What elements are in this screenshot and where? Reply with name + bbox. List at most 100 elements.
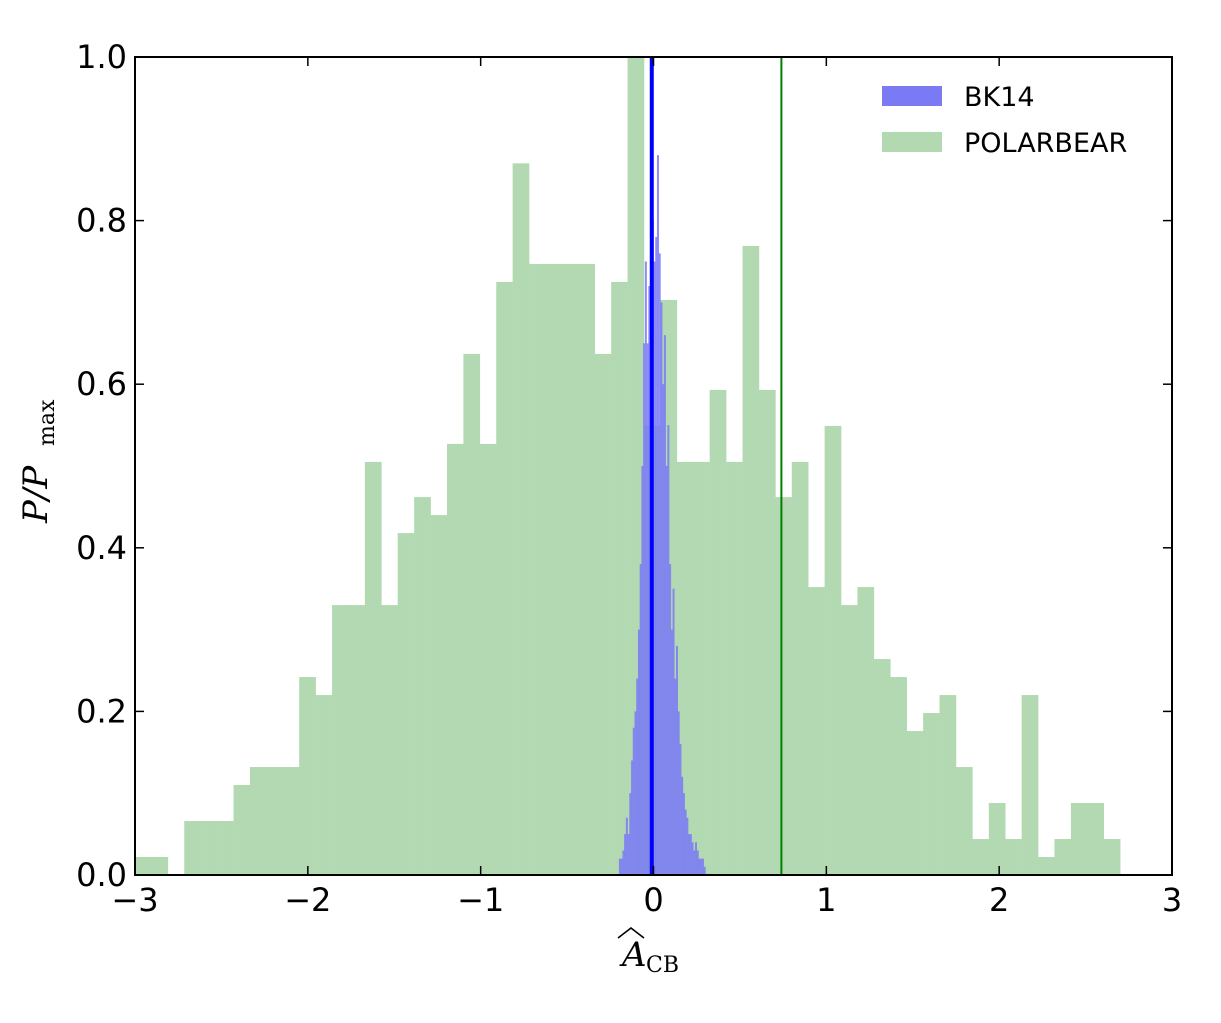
bar-polarbear: [496, 281, 513, 875]
bar-bk14: [646, 343, 649, 875]
bar-polarbear: [266, 767, 284, 875]
x-tick-label: 0: [643, 881, 663, 919]
bar-polarbear: [315, 695, 333, 875]
x-axis-label-main: A: [619, 935, 647, 975]
bar-polarbear: [1103, 839, 1121, 875]
bar-bk14: [625, 817, 628, 875]
bar-bk14: [703, 866, 706, 875]
bar-bk14: [658, 253, 661, 875]
bar-polarbear: [709, 389, 727, 875]
bar-bk14: [675, 645, 678, 875]
bar-polarbear: [561, 263, 579, 875]
y-tick-label: 0.4: [76, 529, 127, 567]
reference-lines: [649, 57, 783, 875]
bar-bk14: [665, 466, 668, 875]
y-tick-label: 0.8: [76, 202, 127, 240]
x-tick-label: −2: [284, 881, 331, 919]
legend-swatch-bk14: [882, 86, 942, 106]
y-axis-label-main: P/P: [16, 465, 56, 524]
bar-bk14: [624, 834, 627, 875]
bar-bk14: [656, 155, 659, 875]
bar-bk14: [672, 588, 675, 875]
legend-label-polarbear: POLARBEAR: [964, 128, 1127, 159]
bar-polarbear: [808, 587, 825, 875]
bar-polarbear: [446, 443, 464, 875]
bar-bk14: [631, 760, 634, 875]
bar-polarbear: [693, 461, 710, 875]
bar-bk14: [662, 384, 665, 875]
bar-polarbear: [479, 443, 497, 875]
bar-bk14: [669, 564, 672, 875]
bar-bk14: [700, 858, 703, 875]
bar-polarbear: [463, 353, 481, 875]
x-axis-label-subscript: CB: [646, 953, 679, 978]
bar-polarbear: [381, 605, 399, 875]
y-tick-label: 0.2: [76, 692, 127, 730]
y-axis-label-subscript: max: [35, 399, 60, 446]
bar-polarbear: [939, 695, 957, 875]
bar-bk14: [636, 678, 639, 875]
x-axis-label-hat: [617, 926, 645, 939]
bar-polarbear: [1005, 839, 1022, 875]
bar-bk14: [641, 466, 644, 875]
bar-polarbear: [282, 767, 300, 875]
bar-bk14: [679, 744, 682, 875]
x-tick-label: −1: [457, 881, 504, 919]
bar-bk14: [689, 834, 692, 875]
x-axis-label: A CB: [617, 926, 679, 978]
legend-label-bk14: BK14: [964, 82, 1035, 113]
bar-polarbear: [594, 353, 612, 875]
bar-bk14: [618, 858, 621, 875]
bar-polarbear: [988, 803, 1006, 875]
bar-bk14: [655, 236, 658, 875]
bar-polarbear: [430, 515, 448, 875]
bar-bk14: [643, 343, 646, 875]
bar-bk14: [653, 261, 656, 875]
bar-polarbear: [972, 839, 990, 875]
bar-bk14: [632, 727, 635, 875]
x-tick-label: 2: [989, 881, 1009, 919]
bar-polarbear: [758, 389, 776, 875]
bar-bk14: [629, 793, 632, 875]
y-tick-label: 0.0: [76, 856, 127, 894]
y-tick-label: 1.0: [76, 38, 127, 76]
bar-polarbear: [726, 461, 743, 875]
bar-polarbear: [578, 263, 596, 875]
bar-bk14: [674, 678, 677, 875]
bar-bk14: [693, 850, 696, 875]
bar-polarbear: [529, 263, 546, 875]
bar-bk14: [677, 711, 680, 875]
bar-polarbear: [299, 677, 316, 875]
bar-bk14: [622, 850, 625, 875]
bar-bk14: [660, 302, 663, 875]
bar-polarbear: [1038, 857, 1055, 875]
bar-polarbear: [364, 461, 382, 875]
x-tick-label: −3: [111, 881, 158, 919]
bar-bk14: [698, 858, 701, 875]
bar-polarbear: [1087, 803, 1105, 875]
bar-polarbear: [890, 677, 907, 875]
bar-bk14: [663, 335, 666, 875]
bar-polarbear: [955, 767, 973, 875]
bar-bk14: [682, 793, 685, 875]
bar-polarbear: [1054, 839, 1072, 875]
bar-polarbear: [873, 659, 891, 875]
bar-polarbear: [135, 857, 152, 875]
bar-polarbear: [841, 605, 858, 875]
bar-polarbear: [1070, 803, 1088, 875]
bar-bk14: [639, 564, 642, 875]
bar-polarbear: [414, 497, 431, 875]
bar-polarbear: [512, 163, 530, 876]
bar-bk14: [637, 629, 640, 875]
bar-bk14: [620, 858, 623, 875]
bar-polarbear: [249, 767, 267, 875]
bar-polarbear: [397, 533, 415, 875]
polarbear-bars: [135, 57, 1121, 876]
bar-bk14: [691, 842, 694, 875]
bar-bk14: [644, 261, 647, 875]
y-axis-label: P/P max: [16, 399, 60, 524]
bar-bk14: [696, 850, 699, 875]
bar-polarbear: [824, 425, 842, 875]
bar-polarbear: [906, 731, 924, 875]
